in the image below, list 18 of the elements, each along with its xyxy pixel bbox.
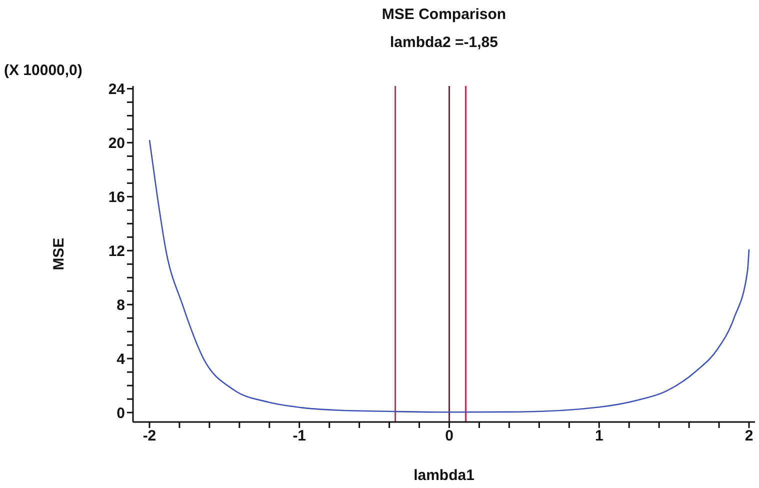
y-tick-label: 24	[108, 81, 126, 98]
y-tick-label: 12	[108, 242, 125, 260]
y-tick-label: 0	[116, 404, 125, 422]
y-tick-label: 4	[116, 350, 126, 368]
x-axis-title: lambda1	[414, 467, 474, 484]
y-tick-label: 20	[108, 135, 125, 152]
x-tick-label: -2	[142, 428, 156, 445]
line-series	[148, 139, 750, 413]
x-tick-label: 0	[445, 428, 454, 445]
x-tick-label: -1	[292, 428, 306, 445]
y-tick-label: 8	[116, 296, 125, 314]
text: (X 10000,0)	[4, 62, 82, 79]
y-tick-label: 16	[108, 188, 125, 206]
chart-subtitle: lambda2 =-1,85	[389, 34, 499, 51]
x-tick-label: 2	[744, 428, 754, 445]
chart-title: MSE Comparison	[380, 6, 508, 23]
y-axis-title: MSE	[50, 238, 68, 270]
x-tick-label: 1	[594, 428, 604, 445]
